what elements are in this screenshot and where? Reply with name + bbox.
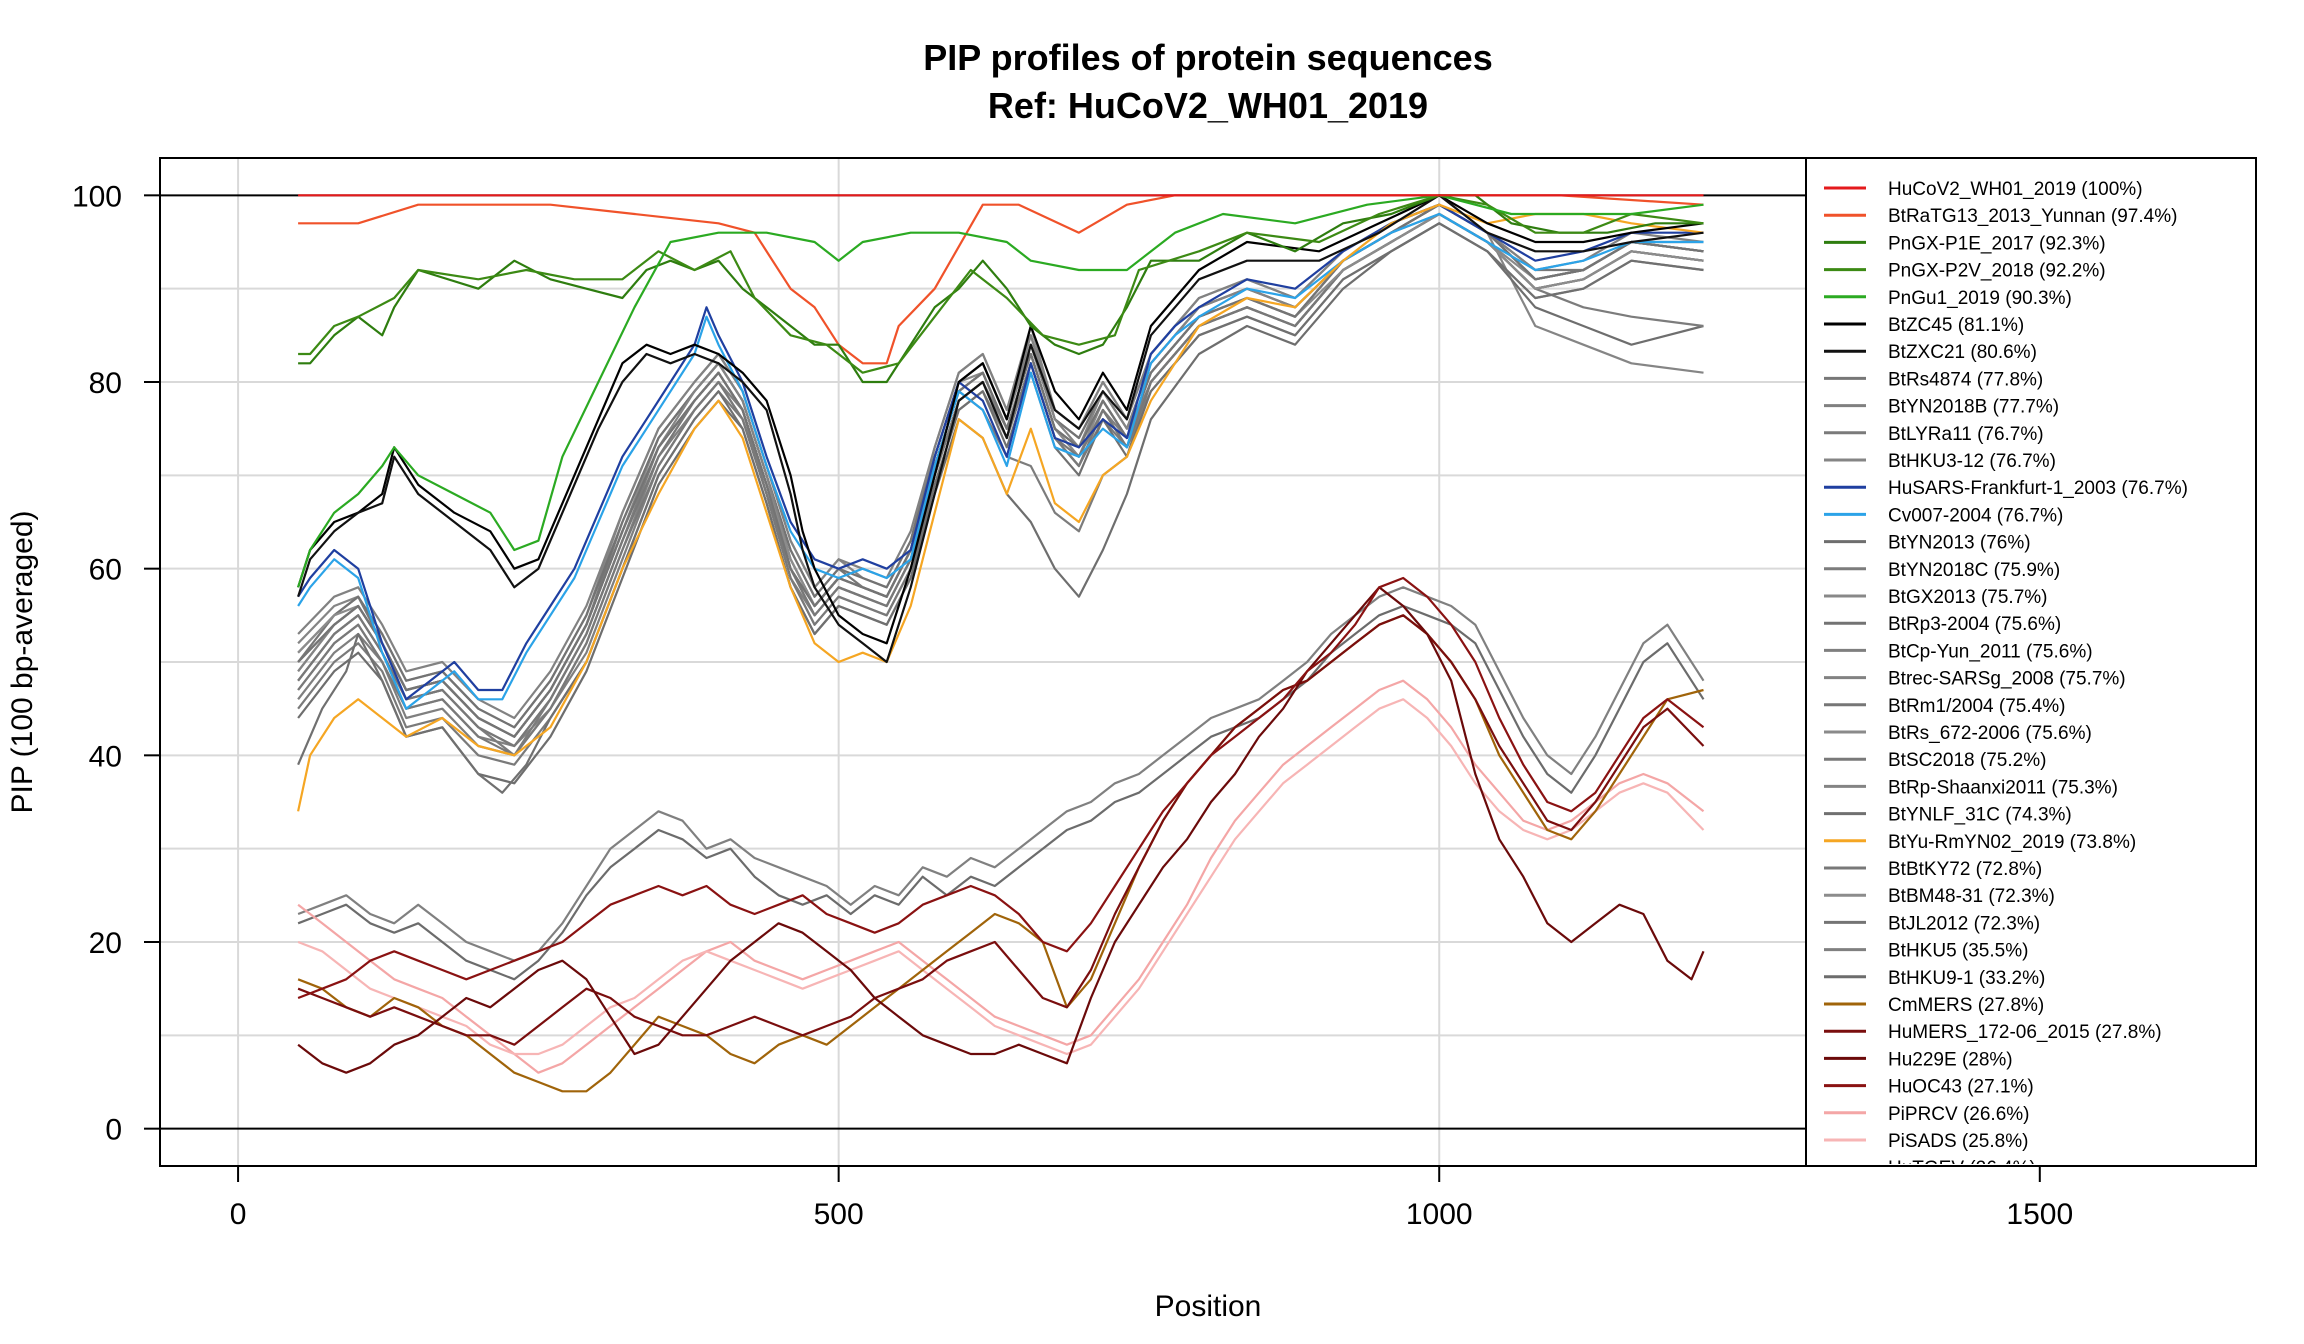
series-line bbox=[297, 604, 1705, 981]
y-axis: 0 20 40 60 80 100 bbox=[72, 180, 160, 1147]
series-line bbox=[297, 586, 1705, 1074]
y-tick-label: 80 bbox=[89, 367, 122, 400]
legend-label: BtYN2013 (76%) bbox=[1888, 533, 2031, 554]
y-tick-label: 100 bbox=[72, 180, 122, 213]
legend-label: BtYu-RmYN02_2019 (73.8%) bbox=[1888, 832, 2136, 853]
legend-label: BtZXC21 (80.6%) bbox=[1888, 342, 2037, 363]
y-tick-label: 60 bbox=[89, 554, 122, 587]
y-tick-label: 40 bbox=[89, 740, 122, 773]
legend-label: Hu229E (28%) bbox=[1888, 1049, 2013, 1070]
plot-frame bbox=[159, 157, 2257, 1167]
legend-label: HuMERS_172-06_2015 (27.8%) bbox=[1888, 1022, 2162, 1043]
series-line bbox=[297, 194, 1704, 645]
legend: HuCoV2_WH01_2019 (100%) BtRaTG13_2013_Yun… bbox=[1824, 179, 2188, 1179]
series-line bbox=[297, 203, 1704, 812]
legend-label: BtZC45 (81.1%) bbox=[1888, 315, 2024, 336]
series-line bbox=[297, 222, 1704, 766]
series-line bbox=[297, 586, 1705, 962]
legend-label: BtRs4874 (77.8%) bbox=[1888, 369, 2043, 390]
legend-label: BtCp-Yun_2011 (75.6%) bbox=[1888, 641, 2093, 662]
legend-label: BtRaTG13_2013_Yunnan (97.4%) bbox=[1888, 206, 2177, 227]
x-tick-label: 500 bbox=[814, 1198, 864, 1231]
series-line bbox=[297, 212, 1704, 710]
legend-label: HuTGEV (26.4%) bbox=[1888, 1158, 2036, 1179]
legend-label: BtYNLF_31C (74.3%) bbox=[1888, 805, 2072, 826]
series-line bbox=[297, 194, 1704, 664]
series-line bbox=[297, 212, 1704, 757]
legend-label: PiPRCV (26.6%) bbox=[1888, 1104, 2030, 1125]
legend-label: CmMERS (27.8%) bbox=[1888, 995, 2044, 1016]
legend-label: BtRp3-2004 (75.6%) bbox=[1888, 614, 2061, 635]
series-line bbox=[297, 194, 1704, 588]
series-line bbox=[297, 203, 1704, 701]
series-line bbox=[298, 194, 1704, 365]
series-line bbox=[297, 222, 1704, 794]
legend-label: HuSARS-Frankfurt-1_2003 (76.7%) bbox=[1888, 478, 2188, 499]
legend-label: Btrec-SARSg_2008 (75.7%) bbox=[1888, 669, 2126, 690]
legend-label: BtRs_672-2006 (75.6%) bbox=[1888, 723, 2092, 744]
series-lines bbox=[297, 194, 1705, 1093]
x-tick-label: 1000 bbox=[1406, 1198, 1473, 1231]
x-tick-label: 0 bbox=[230, 1198, 247, 1231]
legend-label: BtJL2012 (72.3%) bbox=[1888, 913, 2040, 934]
legend-label: BtHKU9-1 (33.2%) bbox=[1888, 968, 2045, 989]
series-line bbox=[298, 194, 1704, 374]
legend-label: BtYN2018C (75.9%) bbox=[1888, 560, 2060, 581]
series-line bbox=[297, 679, 1705, 1074]
legend-label: BtGX2013 (75.7%) bbox=[1888, 587, 2047, 608]
legend-label: Cv007-2004 (76.7%) bbox=[1888, 505, 2063, 526]
legend-label: BtHKU5 (35.5%) bbox=[1888, 941, 2028, 962]
series-line bbox=[297, 222, 1704, 785]
legend-label: BtBM48-31 (72.3%) bbox=[1888, 886, 2055, 907]
x-axis: 0 500 1000 1500 bbox=[230, 1166, 2073, 1231]
x-axis-label: Position bbox=[1155, 1290, 1262, 1323]
legend-label: PiSADS (25.8%) bbox=[1888, 1131, 2028, 1152]
chart-title: PIP profiles of protein sequences bbox=[923, 37, 1492, 78]
series-line bbox=[297, 576, 1705, 1000]
series-line bbox=[297, 212, 1704, 757]
y-tick-label: 20 bbox=[89, 927, 122, 960]
legend-label: HuOC43 (27.1%) bbox=[1888, 1077, 2034, 1098]
legend-label: BtRp-Shaanxi2011 (75.3%) bbox=[1888, 777, 2118, 798]
legend-label: BtBtKY72 (72.8%) bbox=[1888, 859, 2042, 880]
legend-label: PnGX-P2V_2018 (92.2%) bbox=[1888, 261, 2106, 282]
chart-subtitle: Ref: HuCoV2_WH01_2019 bbox=[988, 85, 1428, 126]
legend-label: HuCoV2_WH01_2019 (100%) bbox=[1888, 179, 2143, 200]
legend-label: PnGu1_2019 (90.3%) bbox=[1888, 288, 2072, 309]
legend-label: BtHKU3-12 (76.7%) bbox=[1888, 451, 2056, 472]
y-tick-label: 0 bbox=[105, 1114, 122, 1147]
legend-label: BtLYRa11 (76.7%) bbox=[1888, 424, 2044, 445]
series-line bbox=[297, 614, 1705, 1046]
legend-label: PnGX-P1E_2017 (92.3%) bbox=[1888, 233, 2106, 254]
grid-lines bbox=[160, 158, 1806, 1166]
legend-label: BtYN2018B (77.7%) bbox=[1888, 397, 2059, 418]
series-line bbox=[297, 212, 1704, 757]
legend-label: BtRm1/2004 (75.4%) bbox=[1888, 696, 2065, 717]
legend-label: BtSC2018 (75.2%) bbox=[1888, 750, 2046, 771]
series-line bbox=[297, 698, 1705, 1056]
y-axis-label: PIP (100 bp-averaged) bbox=[6, 511, 39, 814]
x-tick-label: 1500 bbox=[2006, 1198, 2073, 1231]
